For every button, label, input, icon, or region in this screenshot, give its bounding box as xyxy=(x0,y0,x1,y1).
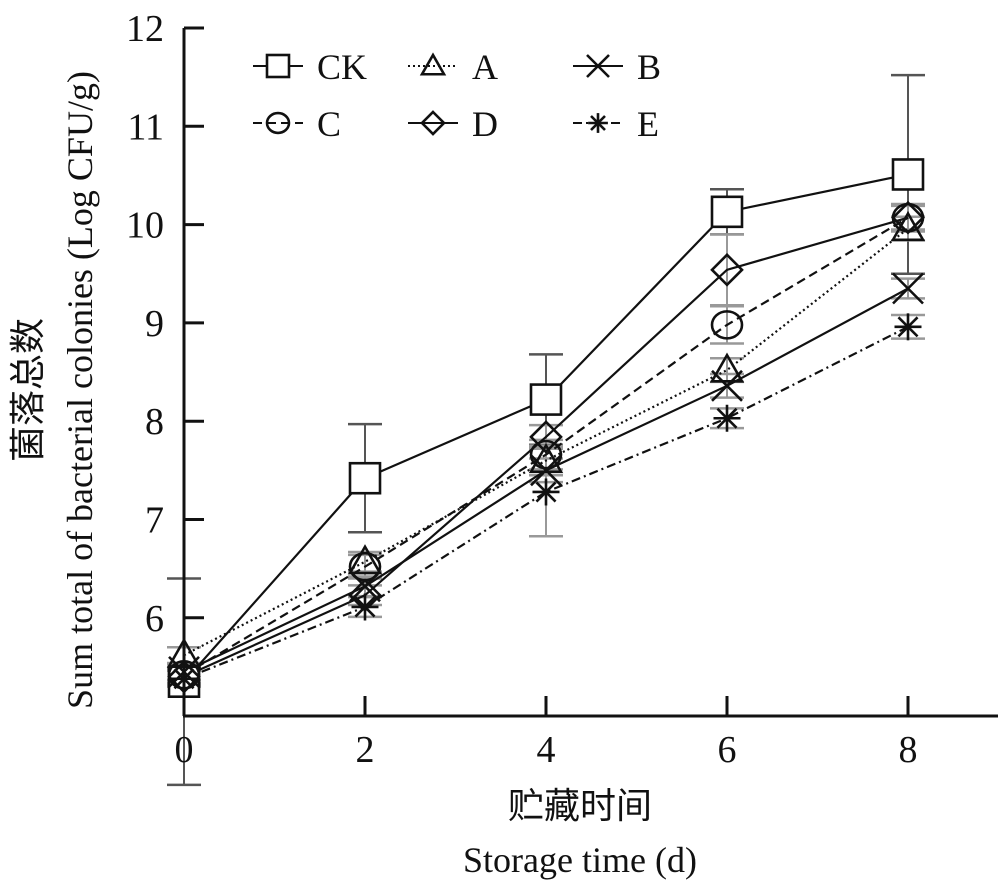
data-point-b-stroke-b xyxy=(892,272,924,305)
legend-label-ck: CK xyxy=(317,47,367,87)
data-point-c-shape xyxy=(710,310,744,340)
x-ticks: 0 2 4 6 8 xyxy=(175,696,918,771)
legend-item-c: C xyxy=(253,104,341,144)
data-point-ck-shape xyxy=(348,461,382,495)
legend-marker-ck-shape xyxy=(265,53,291,79)
x-tick-label: 8 xyxy=(899,729,918,771)
legend-marker-a xyxy=(419,52,447,76)
legend: CK A B C D E xyxy=(253,47,661,144)
x-axis-title-cn: 贮藏时间 xyxy=(508,786,652,826)
data-point-ck xyxy=(891,158,925,191)
legend-marker-a-shape xyxy=(419,52,447,76)
data-point-b xyxy=(711,369,743,402)
data-point-d xyxy=(529,420,563,454)
data-point-e-ray xyxy=(716,407,738,429)
axes xyxy=(182,28,998,718)
legend-item-e: E xyxy=(573,104,659,144)
y-tick-label: 9 xyxy=(145,303,164,345)
legend-marker-c xyxy=(265,111,291,135)
legend-marker-c-shape xyxy=(265,111,291,135)
data-point-b-stroke-b xyxy=(530,454,562,487)
data-point-e xyxy=(713,404,741,432)
data-point-e xyxy=(532,478,560,506)
data-point-e xyxy=(894,313,922,341)
y-axis-title: Sum total of bacterial colonies (Log CFU… xyxy=(60,71,100,709)
y-axis-title-cn: 菌落总数 xyxy=(8,318,48,462)
data-point-b-stroke-b xyxy=(711,369,743,402)
data-point-d xyxy=(891,200,925,235)
error-bars xyxy=(167,73,925,787)
y-tick-label: 8 xyxy=(145,401,164,443)
legend-item-d: D xyxy=(408,104,498,144)
legend-marker-b-stroke-b xyxy=(586,54,610,78)
y-tick-label: 11 xyxy=(127,106,164,148)
data-point-b xyxy=(892,272,924,305)
legend-marker-e-ray xyxy=(590,115,606,131)
y-tick-label: 12 xyxy=(126,8,164,50)
x-tick-label: 2 xyxy=(356,729,375,771)
data-point-e xyxy=(351,593,379,621)
series-line-a xyxy=(183,227,909,657)
y-tick-label: 7 xyxy=(145,500,164,542)
legend-marker-ck xyxy=(265,53,291,79)
data-point-c-shape xyxy=(529,439,563,470)
data-point-a-shape xyxy=(347,544,383,575)
x-tick-label: 0 xyxy=(175,729,194,771)
data-point-e-ray xyxy=(535,481,557,503)
y-tick-label: 6 xyxy=(145,598,164,640)
legend-label-a: A xyxy=(472,47,498,87)
data-point-b xyxy=(530,454,562,487)
series-line-d xyxy=(183,216,909,678)
data-point-d xyxy=(710,252,744,287)
legend-marker-d-shape xyxy=(420,110,446,136)
data-point-d-shape xyxy=(891,200,925,235)
x-axis-title: Storage time (d) xyxy=(463,840,697,880)
data-point-c xyxy=(710,310,744,340)
data-point-ck xyxy=(529,383,563,416)
data-point-d-shape xyxy=(710,252,744,287)
data-point-ck xyxy=(710,195,744,229)
data-point-ck-shape xyxy=(891,158,925,191)
data-point-ck-shape xyxy=(529,383,563,416)
legend-marker-d xyxy=(420,110,446,136)
legend-label-c: C xyxy=(317,104,341,144)
legend-label-d: D xyxy=(472,104,498,144)
data-point-a-shape xyxy=(709,352,745,383)
data-point-a xyxy=(709,352,745,383)
y-ticks: 6 7 8 9 10 11 12 xyxy=(126,8,204,640)
data-point-ck xyxy=(348,461,382,495)
series-line-c xyxy=(183,216,909,676)
data-point-c xyxy=(529,439,563,470)
legend-item-ck: CK xyxy=(253,47,367,87)
data-point-a xyxy=(347,544,383,575)
data-point-ck-shape xyxy=(710,195,744,229)
legend-label-e: E xyxy=(637,104,659,144)
data-point-d-shape xyxy=(529,420,563,454)
data-point-e-ray xyxy=(354,596,376,618)
data-point-e-ray xyxy=(897,316,919,338)
legend-marker-b xyxy=(586,54,610,78)
x-tick-label: 6 xyxy=(718,729,737,771)
legend-label-b: B xyxy=(637,47,661,87)
legend-item-a: A xyxy=(408,47,498,87)
x-tick-label: 4 xyxy=(537,729,556,771)
series-line-e xyxy=(183,325,909,680)
y-tick-label: 10 xyxy=(126,205,164,247)
legend-marker-e xyxy=(588,113,608,133)
legend-item-b: B xyxy=(573,47,661,87)
